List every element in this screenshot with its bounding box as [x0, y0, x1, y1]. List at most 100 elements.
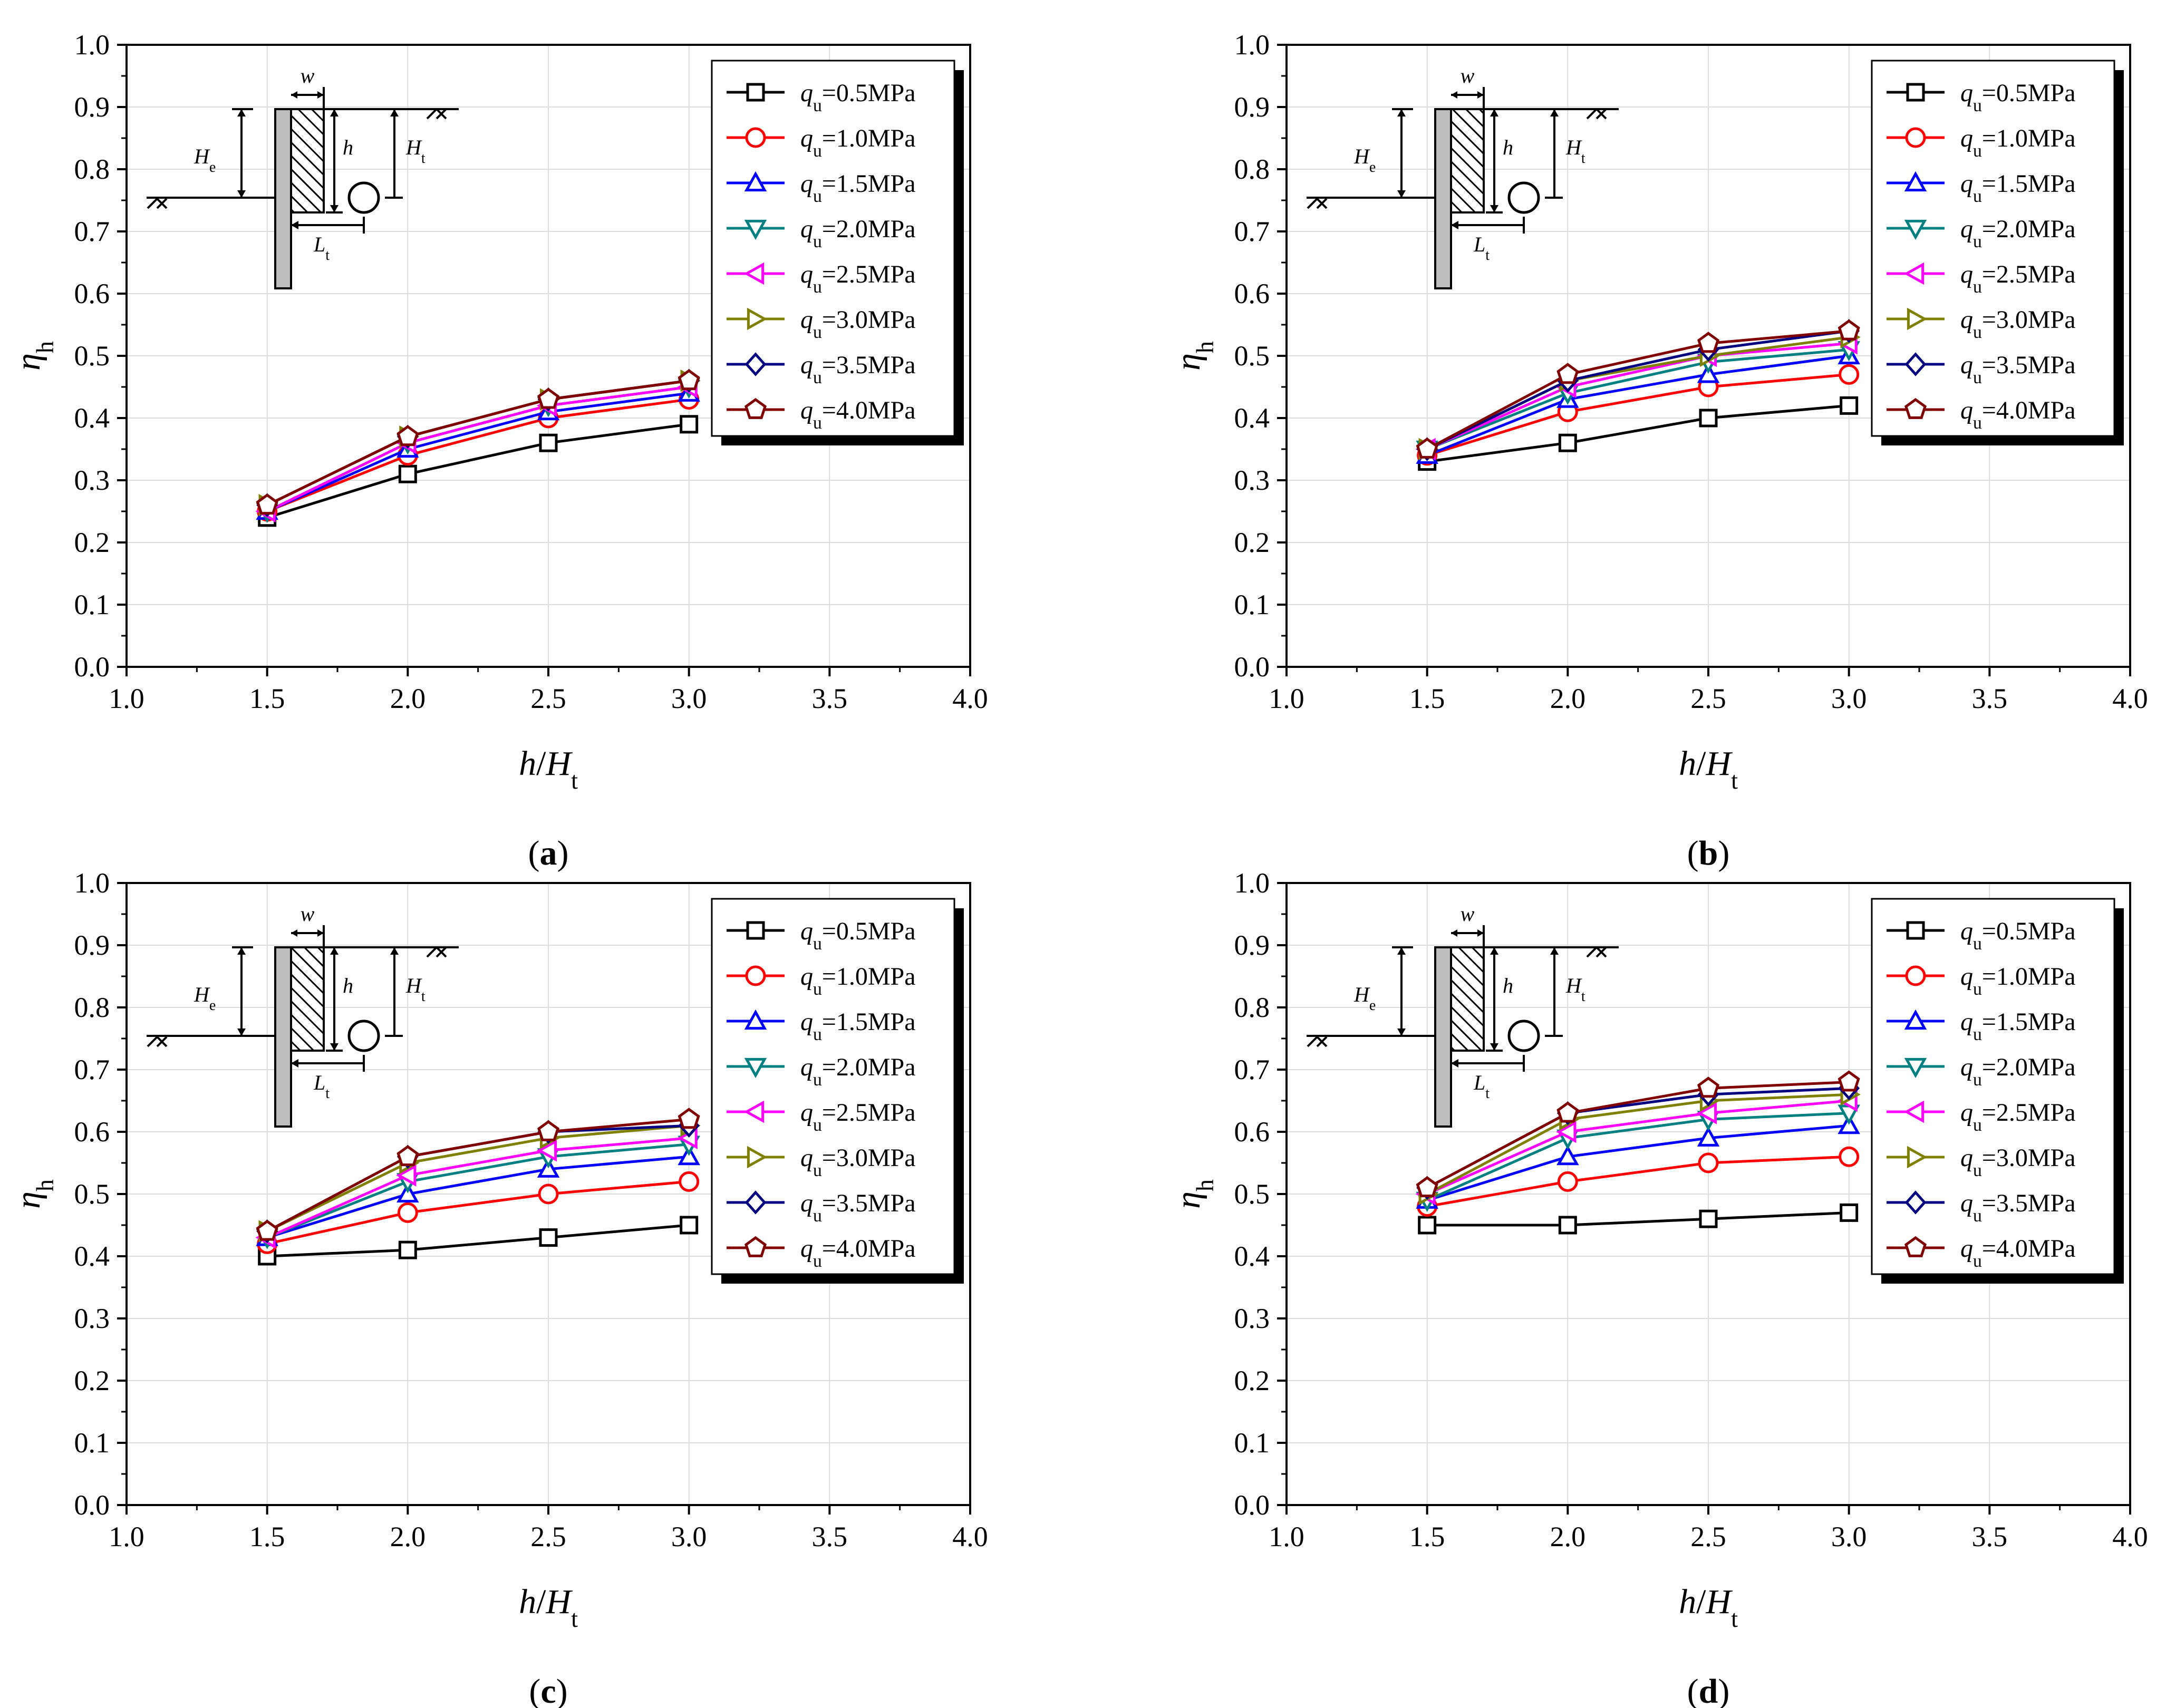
- y-tick-label: 1.0: [1234, 29, 1270, 61]
- ground-hatch-left-icon: [1307, 198, 1328, 209]
- improved-soil-block: [290, 946, 325, 1052]
- y-tick-label: 0.0: [74, 651, 110, 683]
- legend: qu=0.5MPa qu=1.0MPa qu=1.5MPa qu=2.0MPa qu=2…: [1871, 898, 2124, 1284]
- x-axis-label: h/Ht: [519, 744, 578, 794]
- legend-marker-4: [744, 1057, 767, 1079]
- legend-label-5: qu=2.5MPa: [800, 260, 916, 297]
- data-point-s3-p3: [1697, 1126, 1720, 1147]
- y-tick-label: 0.9: [1234, 929, 1270, 961]
- data-point-s2-p3: [538, 1183, 559, 1205]
- legend-label-7: qu=3.5MPa: [800, 351, 916, 387]
- data-point-s8-p3: [1697, 1076, 1720, 1098]
- tunnel-icon: [347, 1020, 380, 1052]
- h-label: h: [1503, 135, 1513, 159]
- panel-label: (d): [1687, 1672, 1730, 1708]
- data-point-s8-p1: [256, 1219, 278, 1241]
- legend-label-2: qu=1.0MPa: [800, 124, 916, 161]
- legend-marker-8: [744, 397, 767, 419]
- y-tick-label: 0.1: [74, 1427, 110, 1459]
- legend-label-1: qu=0.5MPa: [800, 79, 916, 115]
- series-line-4: [266, 1143, 689, 1239]
- ht-label: Ht: [1565, 974, 1585, 1005]
- legend-marker-4: [744, 219, 767, 240]
- data-point-s3-p2: [1556, 1145, 1579, 1166]
- data-point-s5-p2: [1556, 1120, 1577, 1143]
- legend-label-7: qu=3.5MPa: [1960, 1189, 2076, 1226]
- series-line-2: [266, 398, 689, 513]
- data-point-s2-p3: [1698, 1152, 1719, 1173]
- x-tick-label: 4.0: [952, 683, 988, 714]
- data-point-s2-p4: [679, 1171, 700, 1192]
- legend-label-4: qu=2.0MPa: [1960, 215, 2076, 251]
- retaining-wall-sketch: w He h Ht Lt: [1307, 64, 1619, 289]
- w-label: w: [301, 64, 315, 88]
- axis-ticks: 1.0 1.5 2.0 2.5 3.0 3.5 4.0 0.0 0.1 0.2 0.3 0.4 0.5 0…: [1234, 29, 2148, 714]
- series-line-5: [1426, 342, 1849, 451]
- data-point-s1-p1: [1418, 1216, 1437, 1235]
- data-point-s1-p2: [1558, 1216, 1577, 1235]
- legend-marker-6: [1907, 1146, 1928, 1169]
- data-point-s2-p2: [1557, 1171, 1578, 1192]
- legend-label-6: qu=3.0MPa: [800, 306, 916, 342]
- y-tick-label: 0.5: [74, 1178, 110, 1210]
- legend: qu=0.5MPa qu=1.0MPa qu=1.5MPa qu=2.0MPa qu=2…: [711, 60, 964, 445]
- panels-container: 1.0 1.5 2.0 2.5 3.0 3.5 4.0 0.0 0.1 0.2 0.3 0.4 0.5 0…: [9, 29, 2148, 1708]
- x-tick-label: 1.5: [1409, 683, 1445, 714]
- legend-label-3: qu=1.5MPa: [800, 1008, 916, 1044]
- axis-ticks: 1.0 1.5 2.0 2.5 3.0 3.5 4.0 0.0 0.1 0.2 0.3 0.4 0.5 0…: [74, 867, 988, 1552]
- data-point-s8-p1: [1416, 437, 1438, 459]
- data-point-s1-p4: [1840, 1203, 1859, 1222]
- retaining-wall-sketch: w He h Ht Lt: [147, 64, 459, 289]
- legend-marker-1: [746, 921, 765, 940]
- tunnel-icon: [347, 181, 380, 214]
- series-group: [255, 1108, 701, 1266]
- lt-label: Lt: [1473, 232, 1490, 264]
- legend-label-3: qu=1.5MPa: [1960, 1008, 2076, 1044]
- y-tick-label: 0.5: [1234, 1178, 1270, 1210]
- y-tick-label: 0.1: [74, 589, 110, 620]
- x-tick-label: 3.0: [671, 683, 707, 714]
- lt-arrowhead-icon: [291, 1059, 298, 1068]
- data-point-s1-p4: [680, 415, 699, 434]
- ground-hatch-left-icon: [147, 198, 168, 209]
- ht-arrowhead-icon: [390, 947, 399, 955]
- y-tick-label: 0.6: [74, 1116, 110, 1148]
- y-tick-label: 1.0: [1234, 867, 1270, 899]
- series-line-6: [266, 1124, 689, 1233]
- x-tick-label: 4.0: [2112, 1521, 2148, 1552]
- ht-label: Ht: [1565, 135, 1585, 167]
- series-line-2: [1426, 373, 1849, 457]
- y-tick-label: 0.9: [74, 929, 110, 961]
- y-tick-label: 0.2: [1234, 1365, 1270, 1396]
- x-tick-label: 1.5: [249, 683, 285, 714]
- legend-label-7: qu=3.5MPa: [1960, 351, 2076, 387]
- series-group: [1415, 1070, 1861, 1235]
- legend-label-8: qu=4.0MPa: [800, 1235, 916, 1271]
- legend-marker-6: [747, 307, 768, 331]
- legend-marker-3: [744, 171, 767, 192]
- series-line-3: [266, 1155, 689, 1239]
- legend-label-1: qu=0.5MPa: [800, 917, 916, 954]
- lt-label: Lt: [313, 232, 330, 264]
- legend-marker-3: [1904, 171, 1927, 192]
- ht-label: Ht: [405, 135, 426, 167]
- legend-label-5: qu=2.5MPa: [1960, 260, 2076, 297]
- x-tick-label: 3.5: [1972, 1521, 2008, 1552]
- he-label: He: [1353, 144, 1376, 176]
- y-axis-label-group: ηh: [1169, 341, 1219, 371]
- legend-marker-5: [1903, 1100, 1925, 1123]
- legend: qu=0.5MPa qu=1.0MPa qu=1.5MPa qu=2.0MPa qu=2…: [711, 898, 964, 1284]
- x-tick-label: 3.0: [1831, 683, 1867, 714]
- wall-shape: [1434, 946, 1452, 1128]
- legend-label-1: qu=0.5MPa: [1960, 917, 2076, 954]
- y-tick-label: 0.9: [74, 91, 110, 123]
- panel-label: (b): [1687, 834, 1730, 872]
- h-label: h: [1503, 974, 1513, 997]
- series-line-4: [1426, 348, 1849, 451]
- data-point-s5-p3: [536, 1139, 557, 1162]
- x-tick-label: 2.0: [1550, 683, 1586, 714]
- y-tick-label: 0.0: [1234, 1489, 1270, 1521]
- x-tick-label: 2.0: [390, 1521, 426, 1552]
- x-tick-label: 3.5: [812, 683, 848, 714]
- legend-label-3: qu=1.5MPa: [800, 170, 916, 206]
